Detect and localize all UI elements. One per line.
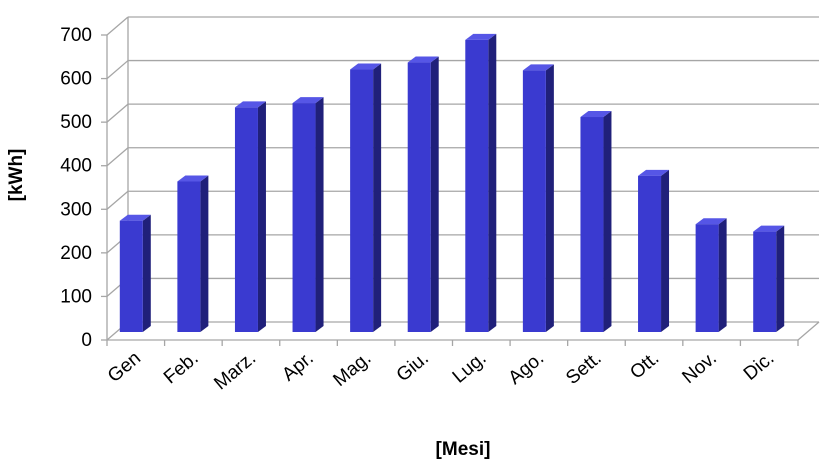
bar-top	[234, 101, 266, 108]
bar-top	[350, 63, 382, 70]
bar-top	[292, 97, 324, 104]
gridline-side	[106, 147, 129, 167]
y-tick-label: 300	[60, 199, 92, 220]
bars	[119, 33, 785, 333]
y-tick-label: 700	[60, 25, 92, 46]
bar-side	[200, 175, 209, 332]
bar-side	[661, 169, 670, 332]
bar	[119, 214, 151, 332]
bar	[522, 64, 554, 333]
bar-front	[465, 39, 489, 333]
bar-side	[776, 225, 785, 332]
bar-front	[638, 175, 662, 332]
bar-top	[119, 214, 151, 221]
bar	[407, 56, 439, 333]
bar-front	[350, 69, 374, 333]
x-tick-label: Sett.	[562, 348, 605, 389]
bar-side	[430, 56, 439, 333]
x-tick-label: Marz.	[210, 348, 260, 395]
bar-top	[580, 111, 612, 118]
x-tick-label: Giu.	[393, 348, 433, 386]
bar	[350, 63, 382, 333]
y-tick-label: 600	[60, 69, 92, 90]
floor-right-edge	[797, 321, 820, 341]
y-tick-label: 0	[81, 330, 92, 351]
x-tick-label: Dic.	[740, 348, 779, 385]
x-tick-label: Nov.	[678, 348, 720, 388]
x-axis-ticks: Gen Feb. Marz. Apr. Mag. Giu. Lug. Ago. Sett. Ott…	[104, 348, 778, 395]
bar-front	[522, 70, 546, 333]
bar-front	[234, 107, 258, 332]
bar	[465, 33, 497, 333]
bar	[695, 218, 727, 332]
gridline-side	[106, 190, 129, 210]
x-tick-label: Gen	[104, 348, 145, 387]
x-tick-label: Apr.	[278, 348, 317, 386]
bar	[177, 175, 209, 332]
y-tick-label: 500	[60, 112, 92, 133]
bar-top	[465, 33, 497, 40]
bar-side	[315, 97, 324, 332]
x-tick-label: Lug.	[449, 348, 491, 388]
bar-side	[545, 64, 554, 333]
bar-front	[119, 220, 143, 332]
bar	[753, 225, 785, 332]
y-axis-title: [kWh]	[6, 149, 27, 202]
gridline-side	[106, 16, 129, 36]
bar-side	[718, 218, 727, 332]
bar-top	[638, 169, 670, 176]
bar	[580, 111, 612, 332]
bar-front	[407, 62, 431, 333]
x-tick-label: Ott.	[626, 348, 663, 384]
y-axis-ticks: 0 100 200 300 400 500 600 700	[60, 25, 92, 351]
bar-top	[177, 175, 209, 182]
gridline-side	[106, 103, 129, 123]
bar-front	[177, 181, 201, 332]
bar-top	[753, 225, 785, 232]
bar-side	[142, 214, 151, 332]
bar-front	[753, 231, 777, 332]
x-tick-label: Mag.	[329, 348, 375, 391]
y-tick-label: 200	[60, 243, 92, 264]
y-tick-label: 400	[60, 156, 92, 177]
gridline-side	[106, 60, 129, 80]
bar	[234, 101, 266, 332]
bar-side	[373, 63, 382, 333]
bar	[292, 97, 324, 332]
x-tick-label: Ago.	[505, 348, 548, 389]
bar-side	[257, 101, 266, 332]
bar-side	[488, 33, 497, 333]
x-tick-label: Feb.	[160, 348, 203, 389]
bar	[638, 169, 670, 332]
y-tick-label: 100	[60, 286, 92, 307]
bar-top	[695, 218, 727, 225]
bar-side	[603, 111, 612, 332]
bar-front	[292, 103, 316, 332]
bar-front	[580, 117, 604, 332]
bar-top	[522, 64, 554, 71]
bar-top	[407, 56, 439, 63]
bar-front	[695, 224, 719, 332]
x-axis-title: [Mesi]	[436, 439, 491, 459]
